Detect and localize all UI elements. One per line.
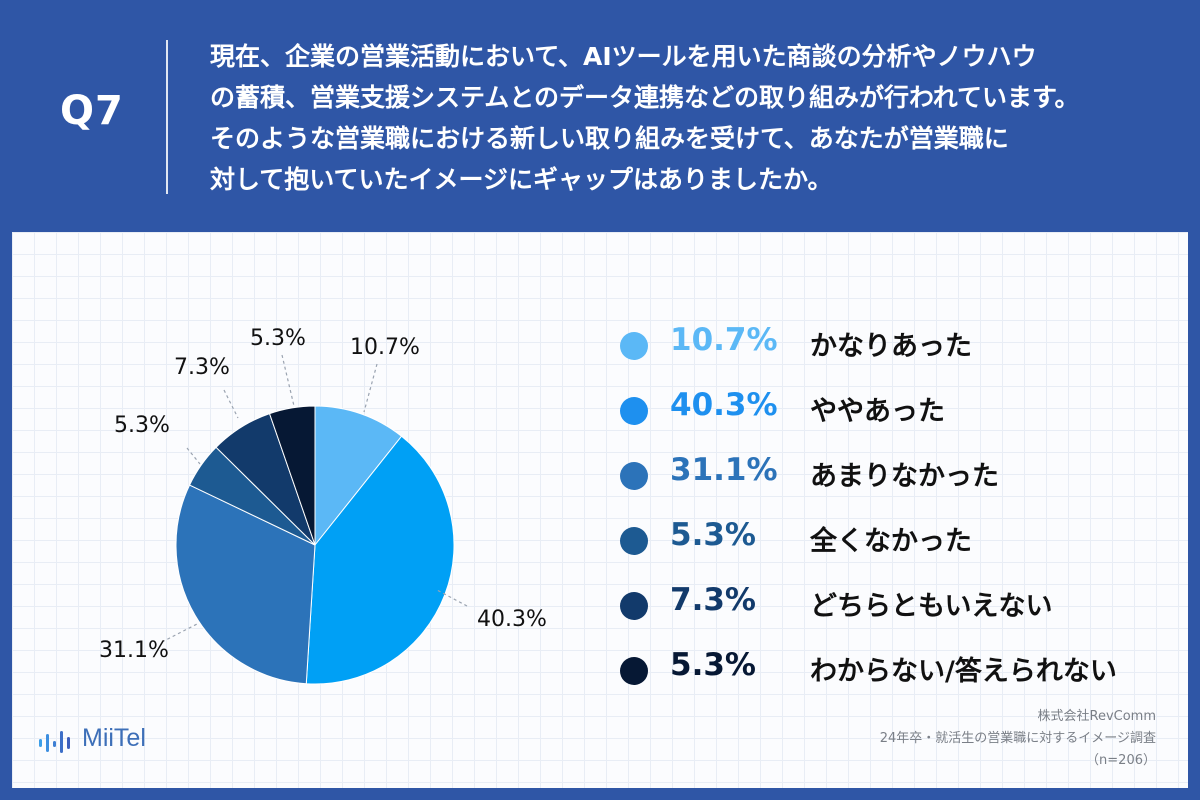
pie-data-label: 5.3% xyxy=(250,326,306,351)
legend-swatch xyxy=(620,592,648,620)
leader-line xyxy=(281,354,295,407)
pie-data-label: 7.3% xyxy=(174,355,230,380)
legend-percent: 40.3% xyxy=(670,387,778,423)
legend-label: ややあった xyxy=(810,396,945,427)
pie-data-label: 10.7% xyxy=(350,335,420,360)
source-note: 株式会社RevComm 24年卒・就活生の営業職に対するイメージ調査 （n=20… xyxy=(880,706,1156,772)
leader-line xyxy=(363,363,378,413)
pie-chart: 10.7% 40.3% 31.1% 5.3% 7.3% 5.3% xyxy=(99,326,547,685)
legend-item: 40.3% ややあった xyxy=(620,383,1180,448)
legend-swatch xyxy=(620,527,648,555)
question-line: 対して抱いていたイメージにギャップはありましたか。 xyxy=(210,165,833,194)
leader-line xyxy=(186,447,201,465)
legend-percent: 7.3% xyxy=(670,582,756,618)
legend-percent: 5.3% xyxy=(670,647,756,683)
legend-label: かなりあった xyxy=(810,331,972,362)
question-line: 現在、企業の営業活動において、AIツールを用いた商談の分析やノウハウ xyxy=(210,42,1037,71)
legend-percent: 31.1% xyxy=(670,452,778,488)
leader-line xyxy=(223,389,239,419)
legend-swatch xyxy=(620,332,648,360)
pie-slice xyxy=(175,484,316,685)
pie-slice xyxy=(268,405,316,546)
header-divider xyxy=(166,40,168,194)
pie-data-label: 5.3% xyxy=(114,413,170,438)
legend: 10.7% かなりあった 40.3% ややあった 31.1% あまりなかった 5… xyxy=(620,318,1180,708)
legend-swatch xyxy=(620,397,648,425)
pie-data-label: 40.3% xyxy=(477,607,547,632)
logo-text: MiiTel xyxy=(82,724,146,752)
source-company: 株式会社RevComm xyxy=(1037,709,1157,724)
legend-item: 10.7% かなりあった xyxy=(620,318,1180,383)
pie-data-label: 31.1% xyxy=(99,638,169,663)
question-line: そのような営業職における新しい取り組みを受けて、あなたが営業職に xyxy=(210,124,1009,153)
legend-label: わからない/答えられない xyxy=(810,656,1117,687)
leader-line xyxy=(161,623,198,643)
pie-slice xyxy=(314,405,403,547)
legend-label: どちらともいえない xyxy=(810,591,1053,622)
legend-item: 7.3% どちらともいえない xyxy=(620,578,1180,643)
source-sample: （n=206） xyxy=(1086,753,1156,768)
question-number: Q7 xyxy=(60,88,124,134)
legend-percent: 5.3% xyxy=(670,517,756,553)
source-survey: 24年卒・就活生の営業職に対するイメージ調査 xyxy=(879,731,1156,746)
question-header: Q7 現在、企業の営業活動において、AIツールを用いた商談の分析やノウハウ の蓄… xyxy=(0,0,1200,232)
audio-bars-icon xyxy=(39,731,70,753)
legend-item: 31.1% あまりなかった xyxy=(620,448,1180,513)
legend-label: あまりなかった xyxy=(810,461,999,492)
legend-swatch xyxy=(620,462,648,490)
legend-item: 5.3% 全くなかった xyxy=(620,513,1180,578)
legend-percent: 10.7% xyxy=(670,322,778,358)
legend-label: 全くなかった xyxy=(810,526,972,557)
legend-item: 5.3% わからない/答えられない xyxy=(620,643,1180,708)
question-text: 現在、企業の営業活動において、AIツールを用いた商談の分析やノウハウ の蓄積、営… xyxy=(210,36,1170,200)
pie-slice xyxy=(305,435,455,685)
chart-panel: 10.7% 40.3% 31.1% 5.3% 7.3% 5.3% 10.7% かなりあった… xyxy=(12,232,1188,788)
legend-swatch xyxy=(620,657,648,685)
question-line: の蓄積、営業支援システムとのデータ連携などの取り組みが行われています。 xyxy=(210,83,1080,112)
